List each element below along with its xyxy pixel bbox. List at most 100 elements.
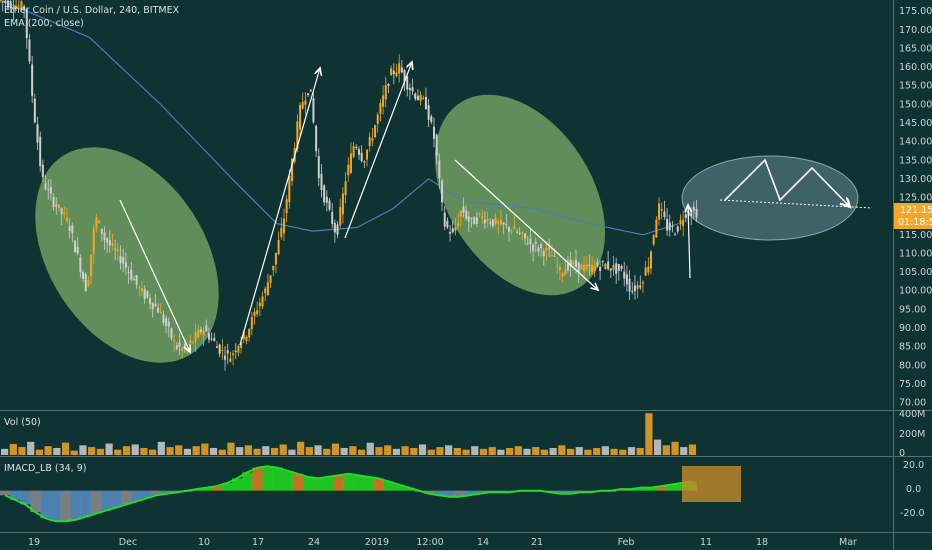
- candle-body: [194, 332, 197, 342]
- chart-legend: Ether Coin / U.S. Dollar, 240, BITMEX EM…: [4, 5, 180, 474]
- candle-body: [599, 267, 602, 272]
- macd-bar: [20, 490, 31, 505]
- candle-body: [28, 39, 31, 62]
- volume-tick-label: 400M: [899, 409, 925, 420]
- volume-bar: [227, 442, 235, 455]
- candle-body: [116, 249, 119, 252]
- candle-body: [470, 218, 473, 220]
- volume-bar: [410, 447, 418, 455]
- volume-bar: [540, 449, 549, 455]
- volume-bar: [584, 449, 592, 455]
- candle-body: [178, 342, 181, 347]
- candle-body: [387, 84, 390, 87]
- candle-body: [323, 185, 326, 203]
- candle-body: [615, 263, 618, 274]
- volume-bar: [331, 443, 340, 455]
- macd-bar: [373, 478, 384, 491]
- candle-body: [0, 0, 1, 2]
- candle-body: [282, 218, 285, 234]
- candle-body: [371, 138, 374, 141]
- candle-body: [9, 1, 12, 8]
- candle-body: [497, 221, 500, 224]
- candle-body: [516, 231, 519, 233]
- candle-body: [633, 285, 636, 292]
- price-tick-label: 105.00: [899, 267, 932, 278]
- macd-bar: [151, 490, 162, 496]
- volume-bar: [149, 449, 157, 455]
- candle-body: [291, 158, 294, 182]
- price-tick-label: 140.00: [899, 137, 932, 148]
- time-tick-label: Mar: [839, 537, 857, 548]
- volume-bar: [636, 447, 644, 455]
- candle-body: [561, 272, 564, 277]
- candle-body: [23, 6, 26, 10]
- macd-bar: [121, 490, 132, 505]
- price-tick-label: 160.00: [899, 62, 932, 73]
- candle-body: [240, 342, 243, 348]
- candle-body: [55, 204, 58, 207]
- volume-bar: [662, 445, 670, 455]
- volume-bar: [418, 444, 427, 455]
- candle-body: [625, 274, 628, 285]
- candle-body: [660, 209, 663, 211]
- macd-bar: [222, 483, 233, 491]
- candle-body: [580, 264, 583, 270]
- candle-body: [374, 125, 377, 138]
- volume-bar: [357, 449, 366, 455]
- candle-body: [264, 288, 267, 294]
- candle-body: [245, 336, 248, 341]
- macd-bar: [474, 490, 485, 494]
- macd-bar: [70, 490, 82, 520]
- candle-body: [175, 345, 178, 349]
- candle-body: [566, 263, 569, 271]
- candle-body: [526, 243, 529, 245]
- candle-body: [328, 200, 331, 210]
- volume-bar: [218, 449, 226, 455]
- price-tick-label: 75.00: [899, 379, 926, 390]
- time-tick-label: 2019: [365, 537, 389, 548]
- countdown-label: 01:18:53: [898, 217, 932, 228]
- candle-body: [438, 160, 441, 178]
- candle-body: [215, 346, 218, 349]
- macd-bar: [635, 487, 647, 491]
- macd-bar: [80, 490, 92, 517]
- candle-body: [682, 219, 685, 226]
- volume-bar: [566, 448, 575, 455]
- price-tick-label: 95.00: [899, 304, 926, 315]
- price-tick-label: 85.00: [899, 342, 926, 353]
- candle-body: [122, 256, 125, 264]
- macd-tick-label: 0.0: [906, 484, 921, 495]
- candle-body: [143, 288, 146, 299]
- candle-body: [475, 217, 478, 224]
- candle-body: [140, 288, 143, 292]
- candle-body: [226, 350, 229, 354]
- candle-body: [416, 95, 419, 101]
- volume-bar: [453, 447, 461, 455]
- candle-body: [534, 241, 537, 244]
- candle-body: [202, 330, 205, 336]
- macd-bar: [333, 475, 344, 491]
- candle-body: [564, 269, 567, 276]
- candle-body: [593, 265, 596, 272]
- candle-body: [317, 156, 320, 179]
- volume-bar: [253, 448, 261, 455]
- macd-bar: [646, 487, 657, 491]
- green-ellipse-right: [434, 94, 606, 296]
- candle-body: [71, 225, 74, 233]
- candle-body: [360, 152, 363, 161]
- candle-body: [272, 265, 275, 271]
- volume-bar: [688, 444, 697, 455]
- candle-body: [513, 226, 516, 230]
- candle-body: [483, 219, 486, 224]
- price-tick-label: 100.00: [899, 286, 932, 297]
- volume-bar: [9, 444, 17, 455]
- candle-body: [4, 0, 7, 4]
- macd-bar: [262, 466, 273, 491]
- candle-body: [462, 206, 465, 213]
- volume-bar: [18, 447, 26, 455]
- trend-arrow: [239, 68, 320, 346]
- candle-body: [411, 87, 414, 92]
- price-tick-label: 110.00: [899, 248, 932, 259]
- volume-bar: [105, 443, 113, 455]
- macd-bar: [292, 473, 304, 491]
